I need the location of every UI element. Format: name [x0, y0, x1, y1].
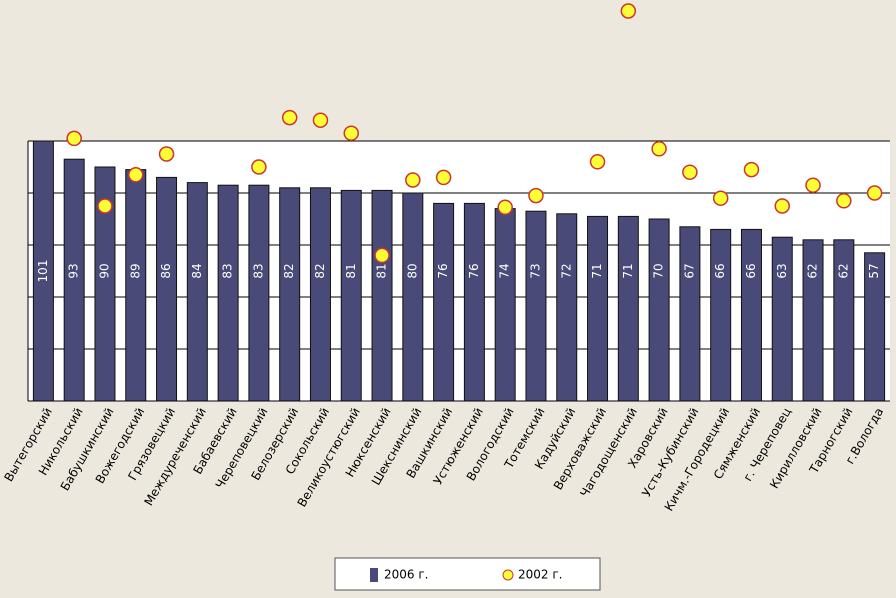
bar — [63, 158, 85, 402]
legend-label: 2002 г. — [518, 568, 562, 582]
bar — [433, 202, 455, 402]
legend-swatch — [370, 568, 378, 582]
bar — [587, 215, 609, 402]
bar — [279, 187, 301, 402]
point — [651, 141, 667, 157]
bar — [679, 226, 701, 402]
bar-value-label: 66 — [744, 263, 758, 278]
bar-value-label: 81 — [344, 263, 358, 278]
legend-label: 2006 г. — [384, 568, 428, 582]
bar-value-label: 89 — [128, 263, 142, 278]
point — [497, 199, 513, 216]
point — [866, 185, 883, 201]
point — [743, 161, 760, 178]
point — [128, 167, 144, 183]
bar-value-label: 63 — [775, 263, 789, 278]
bar-value-label: 83 — [221, 263, 235, 278]
point — [620, 3, 637, 19]
bar — [217, 184, 239, 402]
point — [528, 187, 544, 204]
point — [805, 177, 821, 193]
legend-marker — [502, 569, 514, 581]
bar-value-label: 82 — [282, 263, 296, 278]
bar — [617, 215, 639, 402]
point — [343, 125, 359, 141]
point — [836, 193, 852, 209]
bar-value-label: 90 — [97, 263, 111, 278]
bar-value-label: 73 — [528, 263, 542, 278]
point — [405, 172, 421, 188]
bar — [309, 187, 331, 402]
bar — [740, 228, 762, 402]
point — [435, 169, 452, 186]
bar-value-label: 93 — [67, 263, 81, 278]
bar — [186, 182, 208, 402]
bar-value-label: 80 — [405, 263, 419, 278]
bar — [771, 236, 793, 402]
point — [97, 198, 113, 214]
bar-value-label: 70 — [652, 263, 666, 278]
bar-value-label: 81 — [375, 263, 389, 278]
bar-value-label: 62 — [806, 263, 820, 278]
point — [712, 190, 729, 206]
bar — [125, 169, 147, 402]
bar-value-label: 76 — [467, 263, 481, 278]
bar-value-label: 72 — [559, 263, 573, 278]
bar — [710, 228, 732, 402]
point — [158, 146, 175, 162]
point — [312, 112, 329, 128]
bar-value-label: 82 — [313, 263, 327, 278]
point — [281, 109, 298, 126]
bar — [156, 176, 178, 402]
bar-value-label: 83 — [251, 263, 265, 278]
legend — [334, 557, 601, 591]
bar-value-label: 74 — [498, 263, 512, 278]
bar — [248, 184, 270, 402]
bar — [402, 192, 424, 402]
bar-value-label: 67 — [682, 263, 696, 278]
point — [66, 130, 82, 147]
bar-value-label: 101 — [36, 260, 50, 283]
bar-value-label: 76 — [436, 263, 450, 278]
bar — [371, 189, 393, 402]
bar-value-label: 62 — [836, 263, 850, 278]
bar — [463, 202, 485, 402]
bar — [340, 189, 362, 402]
bar — [494, 208, 516, 402]
bar — [556, 213, 578, 402]
point — [589, 154, 606, 170]
bar — [648, 218, 670, 402]
point — [251, 159, 267, 175]
bar-value-label: 71 — [590, 263, 604, 278]
bar-value-label: 84 — [190, 263, 204, 278]
bar-value-label: 86 — [159, 263, 173, 278]
bar — [525, 210, 547, 402]
point — [374, 247, 390, 264]
point — [774, 198, 790, 214]
bar-value-label: 57 — [867, 263, 881, 278]
bar-value-label: 71 — [621, 263, 635, 278]
bar-value-label: 66 — [713, 263, 727, 278]
point — [682, 164, 698, 180]
